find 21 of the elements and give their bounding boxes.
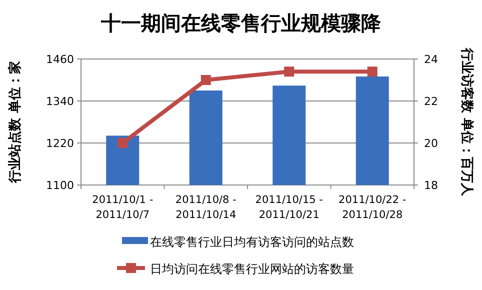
chart-title: 十一期间在线零售行业规模骤降 (100, 13, 382, 35)
y2-axis-title: 行业访客数 单位：百万人 (459, 47, 475, 197)
point (118, 138, 128, 148)
y-tick-label: 1460 (46, 53, 74, 66)
point (367, 66, 378, 77)
x-tick-label: 2011/10/1 - 2011/10/7 (92, 194, 154, 221)
point (284, 66, 294, 77)
y2-tick-label: 18 (424, 179, 438, 192)
x-tick-label: 2011/10/15 - 2011/10/21 (255, 194, 324, 221)
y-axis-title: 行业站点数 单位：家 (7, 61, 23, 184)
x-tick-label: 2011/10/8 - 2011/10/14 (175, 194, 237, 221)
y-tick-label: 1340 (46, 95, 74, 108)
y-tick-label: 1220 (46, 137, 74, 150)
legend-label: 在线零售行业日均有访客访问的站点数 (150, 235, 354, 249)
y2-tick-label: 24 (424, 53, 438, 66)
x-tick-label: 2011/10/22 - 2011/10/28 (338, 194, 406, 221)
y-tick-label: 1100 (46, 179, 74, 192)
legend-label: 日均访问在线零售行业网站的访客数量 (150, 262, 354, 276)
y2-tick-label: 22 (424, 95, 438, 108)
y2-tick-label: 20 (424, 137, 438, 150)
point (200, 75, 211, 85)
